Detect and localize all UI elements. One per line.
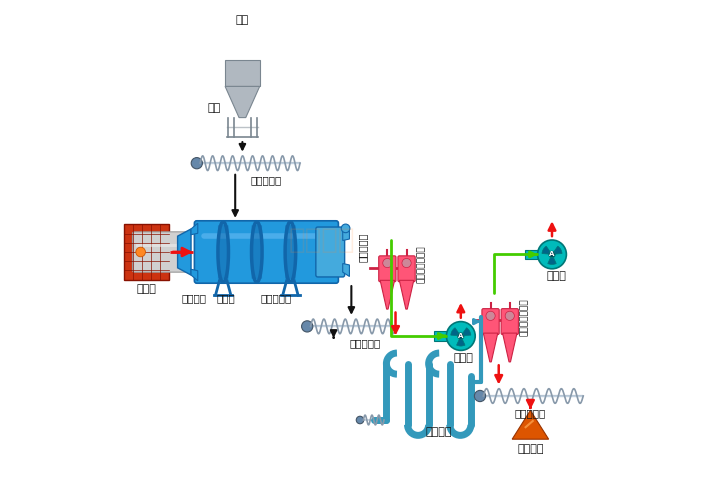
Text: 东鼎干燥: 东鼎干燥	[288, 226, 355, 254]
Circle shape	[538, 240, 567, 269]
Wedge shape	[548, 254, 557, 264]
Text: 干后产品: 干后产品	[517, 444, 544, 454]
Circle shape	[383, 258, 392, 268]
Circle shape	[402, 258, 411, 268]
FancyBboxPatch shape	[316, 227, 345, 277]
Polygon shape	[191, 223, 198, 235]
FancyBboxPatch shape	[398, 256, 415, 282]
Text: 高效旋风除尘器: 高效旋风除尘器	[417, 245, 426, 283]
FancyBboxPatch shape	[124, 225, 169, 279]
FancyBboxPatch shape	[132, 232, 189, 272]
Text: 引风机: 引风机	[547, 271, 567, 281]
Circle shape	[136, 247, 145, 257]
Text: 螺旋输送机: 螺旋输送机	[251, 175, 282, 185]
Text: 密封排料器: 密封排料器	[358, 232, 368, 262]
FancyBboxPatch shape	[251, 225, 262, 279]
Text: 引风机: 引风机	[454, 353, 473, 363]
Circle shape	[549, 251, 555, 258]
FancyBboxPatch shape	[194, 221, 338, 283]
Text: 料仓: 料仓	[207, 103, 221, 113]
Circle shape	[458, 333, 464, 339]
Polygon shape	[483, 333, 498, 362]
FancyBboxPatch shape	[379, 256, 396, 282]
Polygon shape	[512, 410, 549, 439]
Text: 冷却系统: 冷却系统	[426, 427, 452, 437]
FancyBboxPatch shape	[218, 225, 228, 279]
Polygon shape	[343, 228, 349, 240]
FancyBboxPatch shape	[285, 225, 296, 279]
Text: 热风炉: 热风炉	[137, 284, 156, 294]
Circle shape	[192, 157, 202, 169]
Text: 热风管道: 热风管道	[182, 293, 207, 303]
Wedge shape	[451, 328, 461, 336]
Wedge shape	[461, 328, 471, 336]
FancyBboxPatch shape	[434, 331, 447, 341]
Text: 螺旋输送机: 螺旋输送机	[515, 408, 546, 418]
Polygon shape	[343, 264, 349, 276]
FancyBboxPatch shape	[482, 309, 499, 335]
Polygon shape	[191, 269, 198, 281]
Circle shape	[302, 321, 312, 332]
Text: 螺旋输送机: 螺旋输送机	[349, 338, 380, 348]
Text: 原料: 原料	[235, 15, 249, 25]
Polygon shape	[503, 333, 517, 362]
Wedge shape	[456, 336, 465, 346]
Wedge shape	[552, 246, 562, 254]
Polygon shape	[380, 280, 395, 309]
FancyBboxPatch shape	[525, 250, 538, 259]
Text: 高效旋风除尘器: 高效旋风除尘器	[520, 298, 528, 336]
Text: A: A	[549, 252, 554, 257]
Circle shape	[486, 311, 495, 321]
Wedge shape	[542, 246, 552, 254]
Polygon shape	[178, 229, 191, 275]
Circle shape	[505, 311, 514, 321]
Circle shape	[356, 416, 364, 424]
Polygon shape	[225, 86, 260, 118]
Polygon shape	[400, 280, 414, 309]
Circle shape	[474, 390, 485, 402]
Circle shape	[341, 224, 350, 233]
Polygon shape	[225, 60, 260, 86]
Circle shape	[446, 322, 475, 350]
Text: 滚筒烘干机: 滚筒烘干机	[261, 293, 292, 303]
FancyBboxPatch shape	[501, 309, 518, 335]
Text: 给料器: 给料器	[216, 293, 235, 303]
Text: A: A	[458, 333, 464, 339]
